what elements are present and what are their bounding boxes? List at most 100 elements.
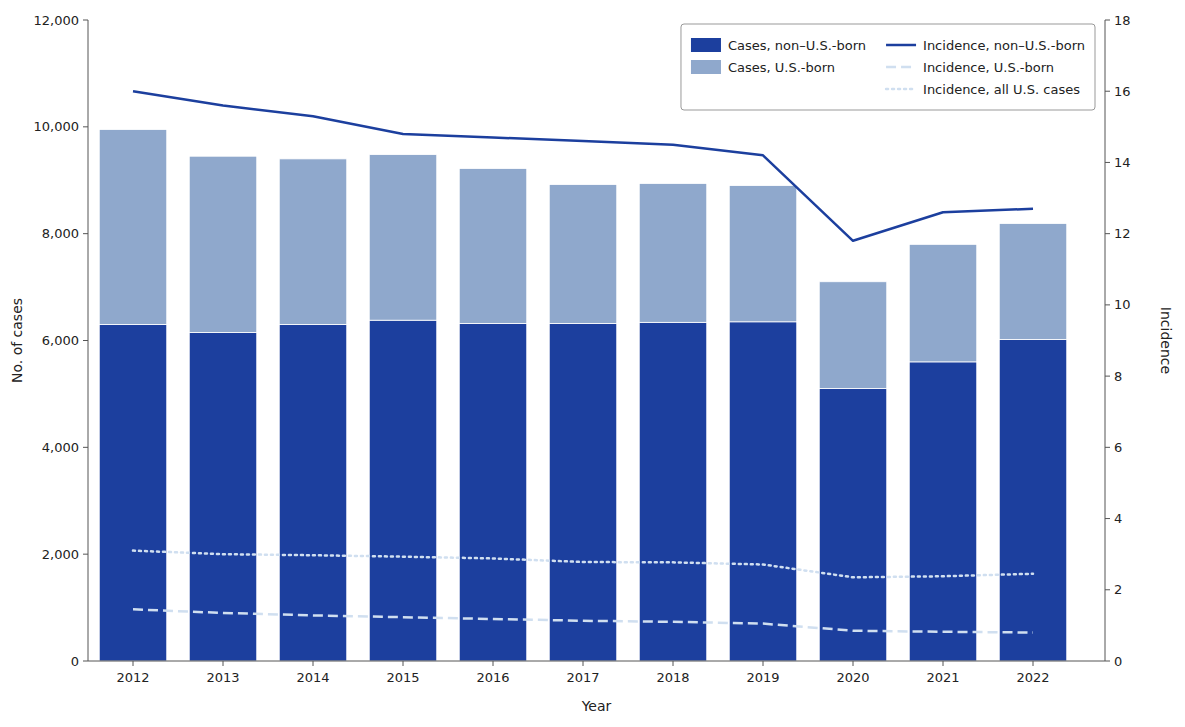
line: [133, 551, 1033, 578]
legend-label: Cases, U.S.-born: [728, 60, 835, 75]
y-tick: [83, 554, 88, 555]
chart: 2012201320142015201620172018201920202021…: [0, 0, 1185, 727]
legend-label: Incidence, U.S.-born: [923, 60, 1054, 75]
x-tick: [943, 661, 944, 666]
x-tick: [313, 661, 314, 666]
y2-tick-label: 8: [1114, 369, 1122, 384]
bar: [99, 130, 167, 325]
y2-tick-label: 12: [1114, 226, 1131, 241]
y2-tick: [1105, 376, 1110, 377]
bar: [909, 362, 977, 661]
legend: Cases, non–U.S.-bornCases, U.S.-bornInci…: [681, 24, 1095, 110]
line: [133, 609, 1033, 632]
bar: [549, 323, 617, 661]
bar: [639, 183, 707, 322]
y-tick: [83, 20, 88, 21]
bar: [279, 159, 347, 325]
x-tick: [493, 661, 494, 666]
y2-tick: [1105, 91, 1110, 92]
y2-tick-label: 14: [1114, 155, 1131, 170]
bar: [999, 224, 1067, 340]
page: {"chart_data": { "type": "bar", "stacked…: [0, 0, 1185, 727]
y2-tick-label: 0: [1114, 654, 1122, 669]
y-tick-label: 4,000: [42, 440, 79, 455]
y2-tick: [1105, 233, 1110, 234]
legend-swatch: [886, 66, 916, 69]
x-tick-label: 2022: [1016, 670, 1049, 685]
y2-tick-label: 2: [1114, 582, 1122, 597]
legend-label: Incidence, all U.S. cases: [923, 82, 1080, 97]
y-tick: [83, 340, 88, 341]
legend-box: [681, 24, 1095, 110]
y2-tick: [1105, 304, 1110, 305]
x-tick: [223, 661, 224, 666]
y-tick: [83, 447, 88, 448]
bar: [369, 155, 437, 321]
y-tick-label: 8,000: [42, 226, 79, 241]
bar: [909, 244, 977, 362]
x-tick-label: 2020: [836, 670, 869, 685]
x-tick-label: 2015: [386, 670, 419, 685]
x-tick-label: 2018: [656, 670, 689, 685]
y2-axis-line: [1105, 20, 1106, 661]
legend-swatch: [691, 38, 721, 52]
y-tick-label: 0: [71, 654, 79, 669]
y2-tick: [1105, 661, 1110, 662]
x-tick-label: 2016: [476, 670, 509, 685]
legend-swatch: [886, 44, 916, 47]
y2-tick: [1105, 447, 1110, 448]
y2-tick: [1105, 518, 1110, 519]
bar: [549, 185, 617, 324]
x-tick-label: 2021: [926, 670, 959, 685]
x-tick-label: 2014: [296, 670, 329, 685]
legend-swatch: [886, 88, 916, 91]
y2-tick-label: 6: [1114, 440, 1122, 455]
bar: [729, 322, 797, 661]
y2-axis-title: Incidence: [1158, 307, 1174, 374]
y-tick-label: 12,000: [34, 13, 80, 28]
legend-label: Incidence, non–U.S.-born: [923, 38, 1085, 53]
x-tick-label: 2019: [746, 670, 779, 685]
bar: [189, 156, 257, 332]
bar: [459, 323, 527, 661]
x-tick: [1033, 661, 1034, 666]
y2-tick-label: 18: [1114, 13, 1131, 28]
y2-tick: [1105, 589, 1110, 590]
bar: [819, 282, 887, 389]
x-axis-title: Year: [581, 698, 612, 714]
bar-series: [99, 130, 1067, 389]
x-tick-label: 2013: [206, 670, 239, 685]
x-tick: [673, 661, 674, 666]
x-tick-label: 2012: [116, 670, 149, 685]
x-tick: [133, 661, 134, 666]
y2-tick: [1105, 20, 1110, 21]
bar: [999, 339, 1067, 661]
bar: [369, 320, 437, 661]
x-tick: [763, 661, 764, 666]
bar-series: [99, 320, 1067, 661]
y2-tick-label: 16: [1114, 84, 1131, 99]
y-tick: [83, 126, 88, 127]
line: [133, 91, 1033, 241]
y-tick-label: 10,000: [34, 119, 80, 134]
x-tick: [583, 661, 584, 666]
y-tick-label: 2,000: [42, 547, 79, 562]
bar: [819, 389, 887, 661]
y2-tick-label: 10: [1114, 297, 1131, 312]
y2-tick: [1105, 162, 1110, 163]
y-tick: [83, 661, 88, 662]
bar: [279, 324, 347, 661]
x-axis-line: [88, 661, 1105, 662]
x-tick-label: 2017: [566, 670, 599, 685]
x-tick: [853, 661, 854, 666]
y-tick-label: 6,000: [42, 333, 79, 348]
y2-tick-label: 4: [1114, 511, 1122, 526]
y-tick: [83, 233, 88, 234]
bar: [729, 186, 797, 322]
legend-swatch: [691, 60, 721, 74]
plot-area: [99, 91, 1067, 661]
bar: [639, 322, 707, 661]
x-tick: [403, 661, 404, 666]
axes: 2012201320142015201620172018201920202021…: [34, 13, 1131, 686]
y-axis-title: No. of cases: [9, 298, 25, 383]
